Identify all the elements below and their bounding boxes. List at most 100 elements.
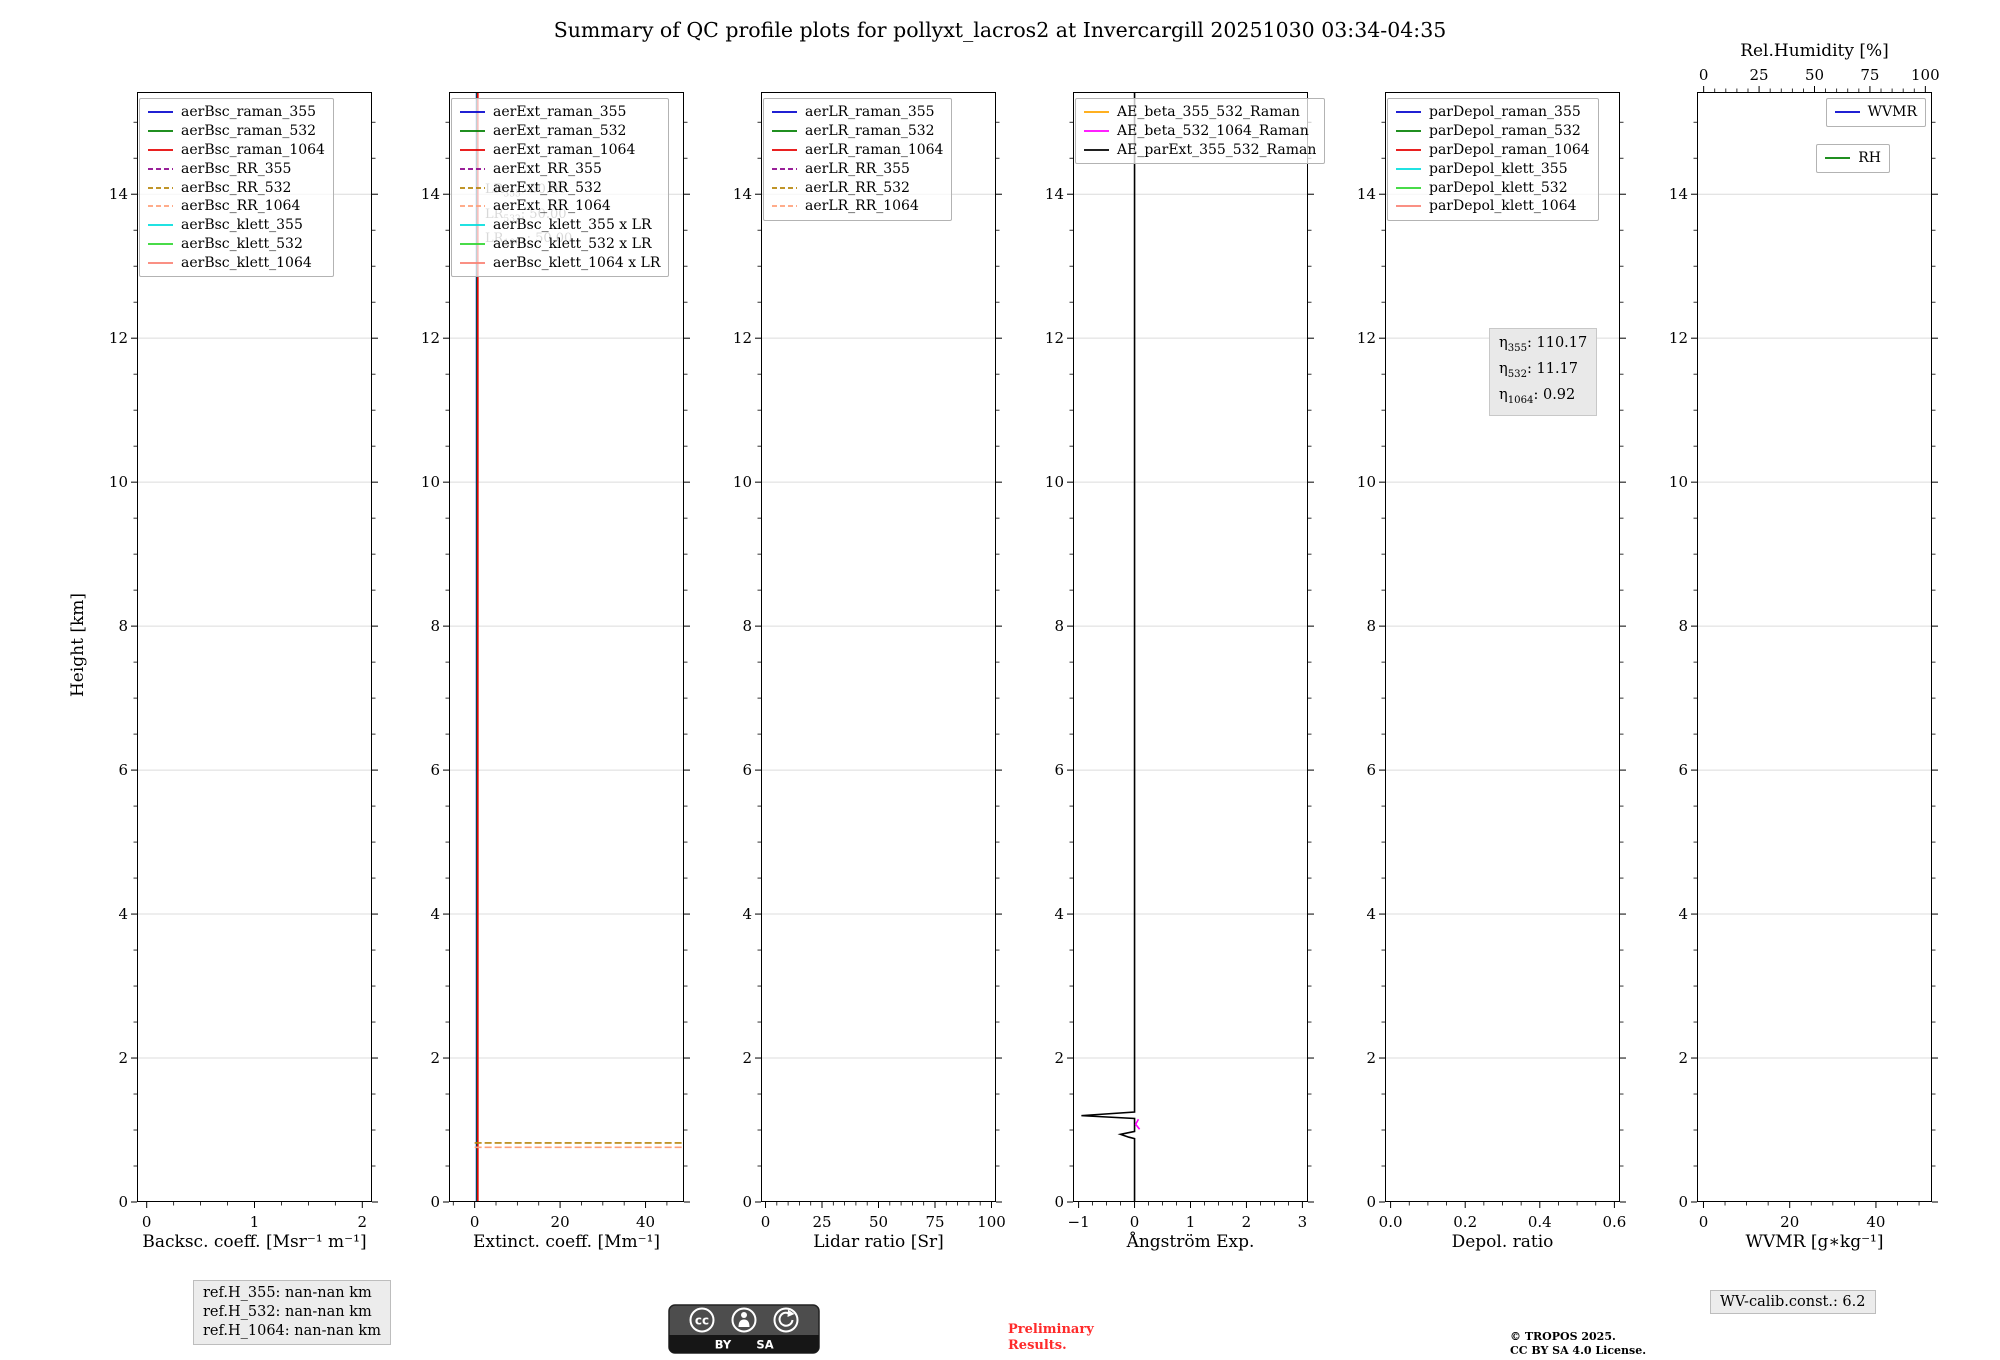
legend-label: aerBsc_klett_355 (181, 217, 303, 234)
ref-height-1064: ref.H_1064: nan-nan km (203, 1323, 381, 1339)
tick-marks (1379, 121, 1626, 1208)
legend-label: WVMR (1867, 104, 1917, 121)
legend-line-sample (1084, 111, 1109, 114)
top-axis-label: Rel.Humidity [%] (1740, 41, 1889, 61)
legend-label: AE_beta_532_1064_Raman (1117, 123, 1309, 140)
annotation-line: η1064: 0.92 (1499, 386, 1576, 406)
gridlines (1073, 193, 1308, 1059)
x-tick-label: 0.2 (1453, 1213, 1477, 1231)
copyright-note: © TROPOS 2025. CC BY SA 4.0 License. (1510, 1330, 1646, 1357)
legend-entry: parDepol_klett_355 (1395, 159, 1590, 178)
legend-line-sample (460, 224, 485, 227)
tick-labels: 0 2 4 6 8 10 12 14 0.0 0.2 0.4 0.6 (1357, 185, 1626, 1231)
legend-line-sample (460, 186, 485, 189)
legend-label: aerBsc_raman_355 (181, 104, 317, 121)
reference-height-box: ref.H_355: nan-nan km ref.H_532: nan-nan… (193, 1280, 391, 1345)
legend-line-sample (1396, 205, 1421, 208)
tick-marks (443, 121, 690, 1208)
legend-line-sample (1396, 130, 1421, 133)
top-axis-space (684, 48, 996, 92)
annotation-line: η355: 110.17 (1499, 335, 1588, 354)
tick-labels: 0 2 4 6 8 10 12 14 0 25 50 75 100 (733, 185, 1006, 1231)
y-tick-label: 2 (118, 1049, 128, 1067)
cc-icon: cc (689, 1307, 715, 1333)
legend-entry: aerLR_RR_532 (771, 178, 943, 197)
legend-entry: aerExt_raman_532 (459, 122, 660, 141)
tick-labels: 0 2 4 6 8 10 12 14 0 20 40 (421, 185, 655, 1231)
legend-line-sample (1834, 111, 1860, 114)
person-head (741, 1312, 747, 1318)
plot-frame (1697, 92, 1932, 1202)
legend-entry: aerBsc_raman_532 (147, 122, 325, 141)
x-tick-label: 0.6 (1602, 1213, 1626, 1231)
y-tick-label: 6 (118, 761, 128, 779)
legend-label: aerBsc_RR_355 (181, 160, 292, 177)
plot-area-angstrom: 0 2 4 6 8 10 12 14 −1 0 1 2 3 AE_beta_355_532_Raman AE… (1045, 92, 1326, 1231)
legend-label: aerLR_raman_532 (805, 123, 935, 140)
x-tick-label: 0 (470, 1213, 480, 1231)
legend-wvmr-1: RH (1816, 144, 1890, 173)
y-tick-label: 2 (1678, 1049, 1688, 1067)
legend-line-sample (772, 167, 797, 170)
legend-entry: aerBsc_raman_355 (147, 103, 325, 122)
cc-by-text: BY (715, 1338, 732, 1352)
y-tick-label: 6 (1366, 761, 1376, 779)
ref-height-355: ref.H_355: nan-nan km (203, 1285, 372, 1301)
x-tick-label: 2 (358, 1213, 368, 1231)
legend-line-sample (772, 149, 797, 151)
plot-area-lidar-ratio: 0 2 4 6 8 10 12 14 0 25 50 75 100 aerLR_raman_355 aerL… (733, 92, 1006, 1231)
legend-entry: aerBsc_klett_532 x LR (459, 235, 660, 254)
legend-entry: AE_beta_355_532_Raman (1083, 103, 1316, 122)
gridlines (449, 193, 684, 1059)
legend-label: parDepol_raman_355 (1429, 104, 1581, 121)
legend-line-sample (1396, 111, 1421, 114)
gridlines (761, 193, 996, 1059)
cc-by-person-icon (731, 1307, 757, 1333)
legend-entry: parDepol_klett_532 (1395, 178, 1590, 197)
legend-label: aerExt_RR_532 (493, 179, 602, 196)
y-tick-label: 8 (1054, 617, 1064, 635)
y-tick-label: 10 (421, 473, 440, 491)
y-tick-label: 14 (1669, 185, 1688, 203)
cc-sa-text: SA (756, 1338, 773, 1352)
y-tick-label: 14 (1045, 185, 1064, 203)
y-tick-label: 2 (742, 1049, 752, 1067)
top-tick-label: 75 (1860, 66, 1879, 84)
plot-svg-depol: 0 2 4 6 8 10 12 14 0.0 0.2 0.4 0.6 (1357, 92, 1626, 1231)
y-tick-label: 14 (733, 185, 752, 203)
legend-line-sample (460, 130, 485, 133)
top-tick-label: 0 (1699, 66, 1709, 84)
legend-entry: aerLR_raman_532 (771, 122, 943, 141)
y-tick-label: 2 (1054, 1049, 1064, 1067)
legend-entry: aerBsc_klett_532 (147, 235, 325, 254)
x-tick-label: 20 (551, 1213, 570, 1231)
legend-entry: aerBsc_RR_355 (147, 159, 325, 178)
xlabel-depol: Depol. ratio (1451, 1232, 1554, 1252)
legend-label: aerExt_raman_355 (493, 104, 627, 121)
legend-label: aerLR_raman_355 (805, 104, 935, 121)
y-tick-label: 0 (1678, 1193, 1688, 1211)
legend-entry: parDepol_klett_1064 (1395, 197, 1590, 216)
legend-label: aerExt_raman_1064 (493, 141, 636, 158)
x-tick-label: 0.0 (1379, 1213, 1403, 1231)
legend-line-sample (1084, 130, 1109, 133)
legend-entry: aerBsc_klett_355 (147, 216, 325, 235)
cc-badge-bottom-strip (669, 1335, 819, 1353)
legend-entry: parDepol_raman_1064 (1395, 141, 1590, 160)
legend-entry: aerBsc_klett_355 x LR (459, 216, 660, 235)
y-tick-label: 4 (1366, 905, 1376, 923)
eta-annotation: η355: 110.17 η532: 11.17 η1064: 0.92 (1489, 328, 1598, 416)
legend-entry: aerLR_raman_355 (771, 103, 943, 122)
legend-label: aerBsc_raman_1064 (181, 141, 325, 158)
y-tick-label: 14 (109, 185, 128, 203)
copyright-line1: © TROPOS 2025. (1510, 1330, 1616, 1343)
x-tick-label: 3 (1298, 1213, 1308, 1231)
legend-line-sample (460, 243, 485, 245)
legend-line-sample (460, 167, 485, 170)
legend-line-sample (1084, 149, 1109, 151)
y-tick-label: 4 (430, 905, 440, 923)
legend-label: aerLR_RR_532 (805, 179, 910, 196)
y-tick-label: 0 (742, 1193, 752, 1211)
